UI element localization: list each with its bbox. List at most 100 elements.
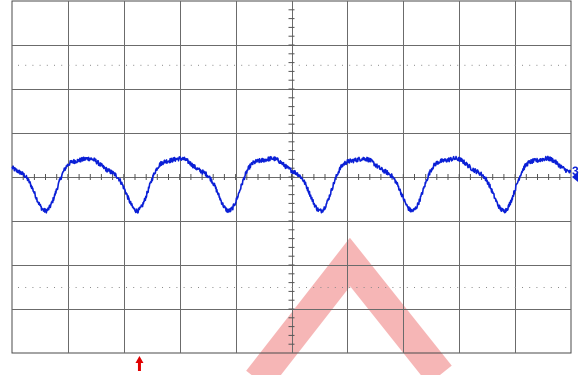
graticule-dot: [219, 287, 221, 288]
graticule-dot: [162, 287, 163, 288]
graticule-dot: [558, 287, 559, 288]
graticule-dot: [378, 64, 379, 66]
graticule-dot: [464, 64, 466, 66]
graticule-dot: [363, 64, 365, 66]
graticule-dot: [147, 287, 149, 288]
graticule-dot: [154, 64, 156, 66]
graticule-dot: [46, 64, 48, 66]
graticule-dot: [198, 64, 199, 66]
graticule-dot: [68, 287, 70, 288]
graticule-dot: [356, 287, 358, 288]
graticule-dot: [565, 287, 567, 288]
graticule-dot: [457, 64, 459, 66]
graticule-dot: [356, 64, 358, 66]
graticule-dot: [226, 64, 228, 66]
graticule-dot: [507, 287, 509, 288]
graticule-dot: [25, 64, 27, 66]
graticule-dot: [392, 64, 394, 66]
graticule-dot: [18, 64, 19, 66]
graticule-dot: [406, 287, 408, 288]
graticule-dot: [61, 64, 63, 66]
graticule-dot: [378, 287, 379, 288]
graticule-dot: [550, 64, 552, 66]
channel-3-label: 3: [572, 164, 579, 178]
graticule-dot: [284, 287, 286, 288]
graticule-dot: [298, 287, 300, 288]
graticule-dot: [313, 64, 315, 66]
graticule-dot: [471, 287, 473, 288]
graticule-dot: [111, 287, 113, 288]
graticule-dot: [493, 287, 495, 288]
graticule-dot: [205, 287, 207, 288]
graticule-dot: [162, 64, 163, 66]
graticule-dot: [133, 64, 135, 66]
graticule-dot: [277, 64, 279, 66]
graticule-dot: [500, 287, 502, 288]
graticule-dot: [176, 64, 178, 66]
trigger-arrow-icon: [135, 356, 144, 371]
graticule-dot: [543, 64, 545, 66]
graticule-dot: [32, 64, 34, 66]
graticule-dot: [435, 64, 437, 66]
channel-ground-marker-icon: [572, 172, 578, 182]
center-axis-ticks: [22, 9, 561, 345]
graticule-dot: [54, 287, 55, 288]
graticule-dot: [291, 64, 293, 66]
graticule-dot: [126, 287, 127, 288]
graticule-dot: [75, 287, 77, 288]
graticule-dot: [169, 64, 171, 66]
graticule-dot: [500, 64, 502, 66]
graticule-dot: [270, 64, 271, 66]
graticule-dot: [334, 287, 336, 288]
watermark-chevron: [246, 237, 452, 375]
graticule-dot: [255, 64, 257, 66]
graticule-dot: [111, 64, 113, 66]
graticule-dot: [370, 64, 372, 66]
graticule-dot: [82, 287, 84, 288]
graticule-dot: [435, 287, 437, 288]
graticule-dot: [118, 64, 120, 66]
graticule-dot: [154, 287, 156, 288]
graticule-dot: [39, 64, 41, 66]
graticule-dot: [262, 64, 264, 66]
graticule-dot: [277, 287, 279, 288]
graticule-dot: [392, 287, 394, 288]
graticule-dot: [363, 287, 365, 288]
graticule-dot: [529, 287, 531, 288]
graticule-dot: [414, 64, 415, 66]
graticule-dot: [478, 64, 480, 66]
graticule-dot: [486, 287, 487, 288]
graticule-dot: [291, 287, 293, 288]
graticule-dot: [370, 287, 372, 288]
graticule-dot: [493, 64, 495, 66]
graticule-dot: [284, 64, 286, 66]
graticule-dot: [399, 64, 401, 66]
watermark-stroke: [246, 237, 452, 375]
channel-3-trace: [11, 155, 572, 214]
graticule-dot: [248, 64, 250, 66]
graticule-dot: [234, 287, 235, 288]
graticule-dot: [205, 64, 207, 66]
graticule-dot: [176, 287, 178, 288]
graticule-dot: [385, 287, 387, 288]
graticule-dot: [550, 287, 552, 288]
graticule-dot: [262, 287, 264, 288]
graticule-dot: [198, 287, 199, 288]
graticule-dot: [306, 64, 307, 66]
graticule-dot: [212, 64, 214, 66]
graticule-dot: [442, 64, 444, 66]
graticule-dot: [306, 287, 307, 288]
graticule-dot: [320, 64, 322, 66]
graticule-dot: [514, 287, 516, 288]
graticule-dot: [270, 287, 271, 288]
trace-line: [11, 155, 572, 214]
graticule-dot: [406, 64, 408, 66]
graticule-dot: [457, 287, 459, 288]
graticule-dot: [450, 64, 451, 66]
trigger-position-marker: [135, 356, 144, 371]
graticule-dot: [464, 287, 466, 288]
graticule-dot: [327, 287, 329, 288]
graticule-dot: [471, 64, 473, 66]
graticule-dot: [46, 287, 48, 288]
